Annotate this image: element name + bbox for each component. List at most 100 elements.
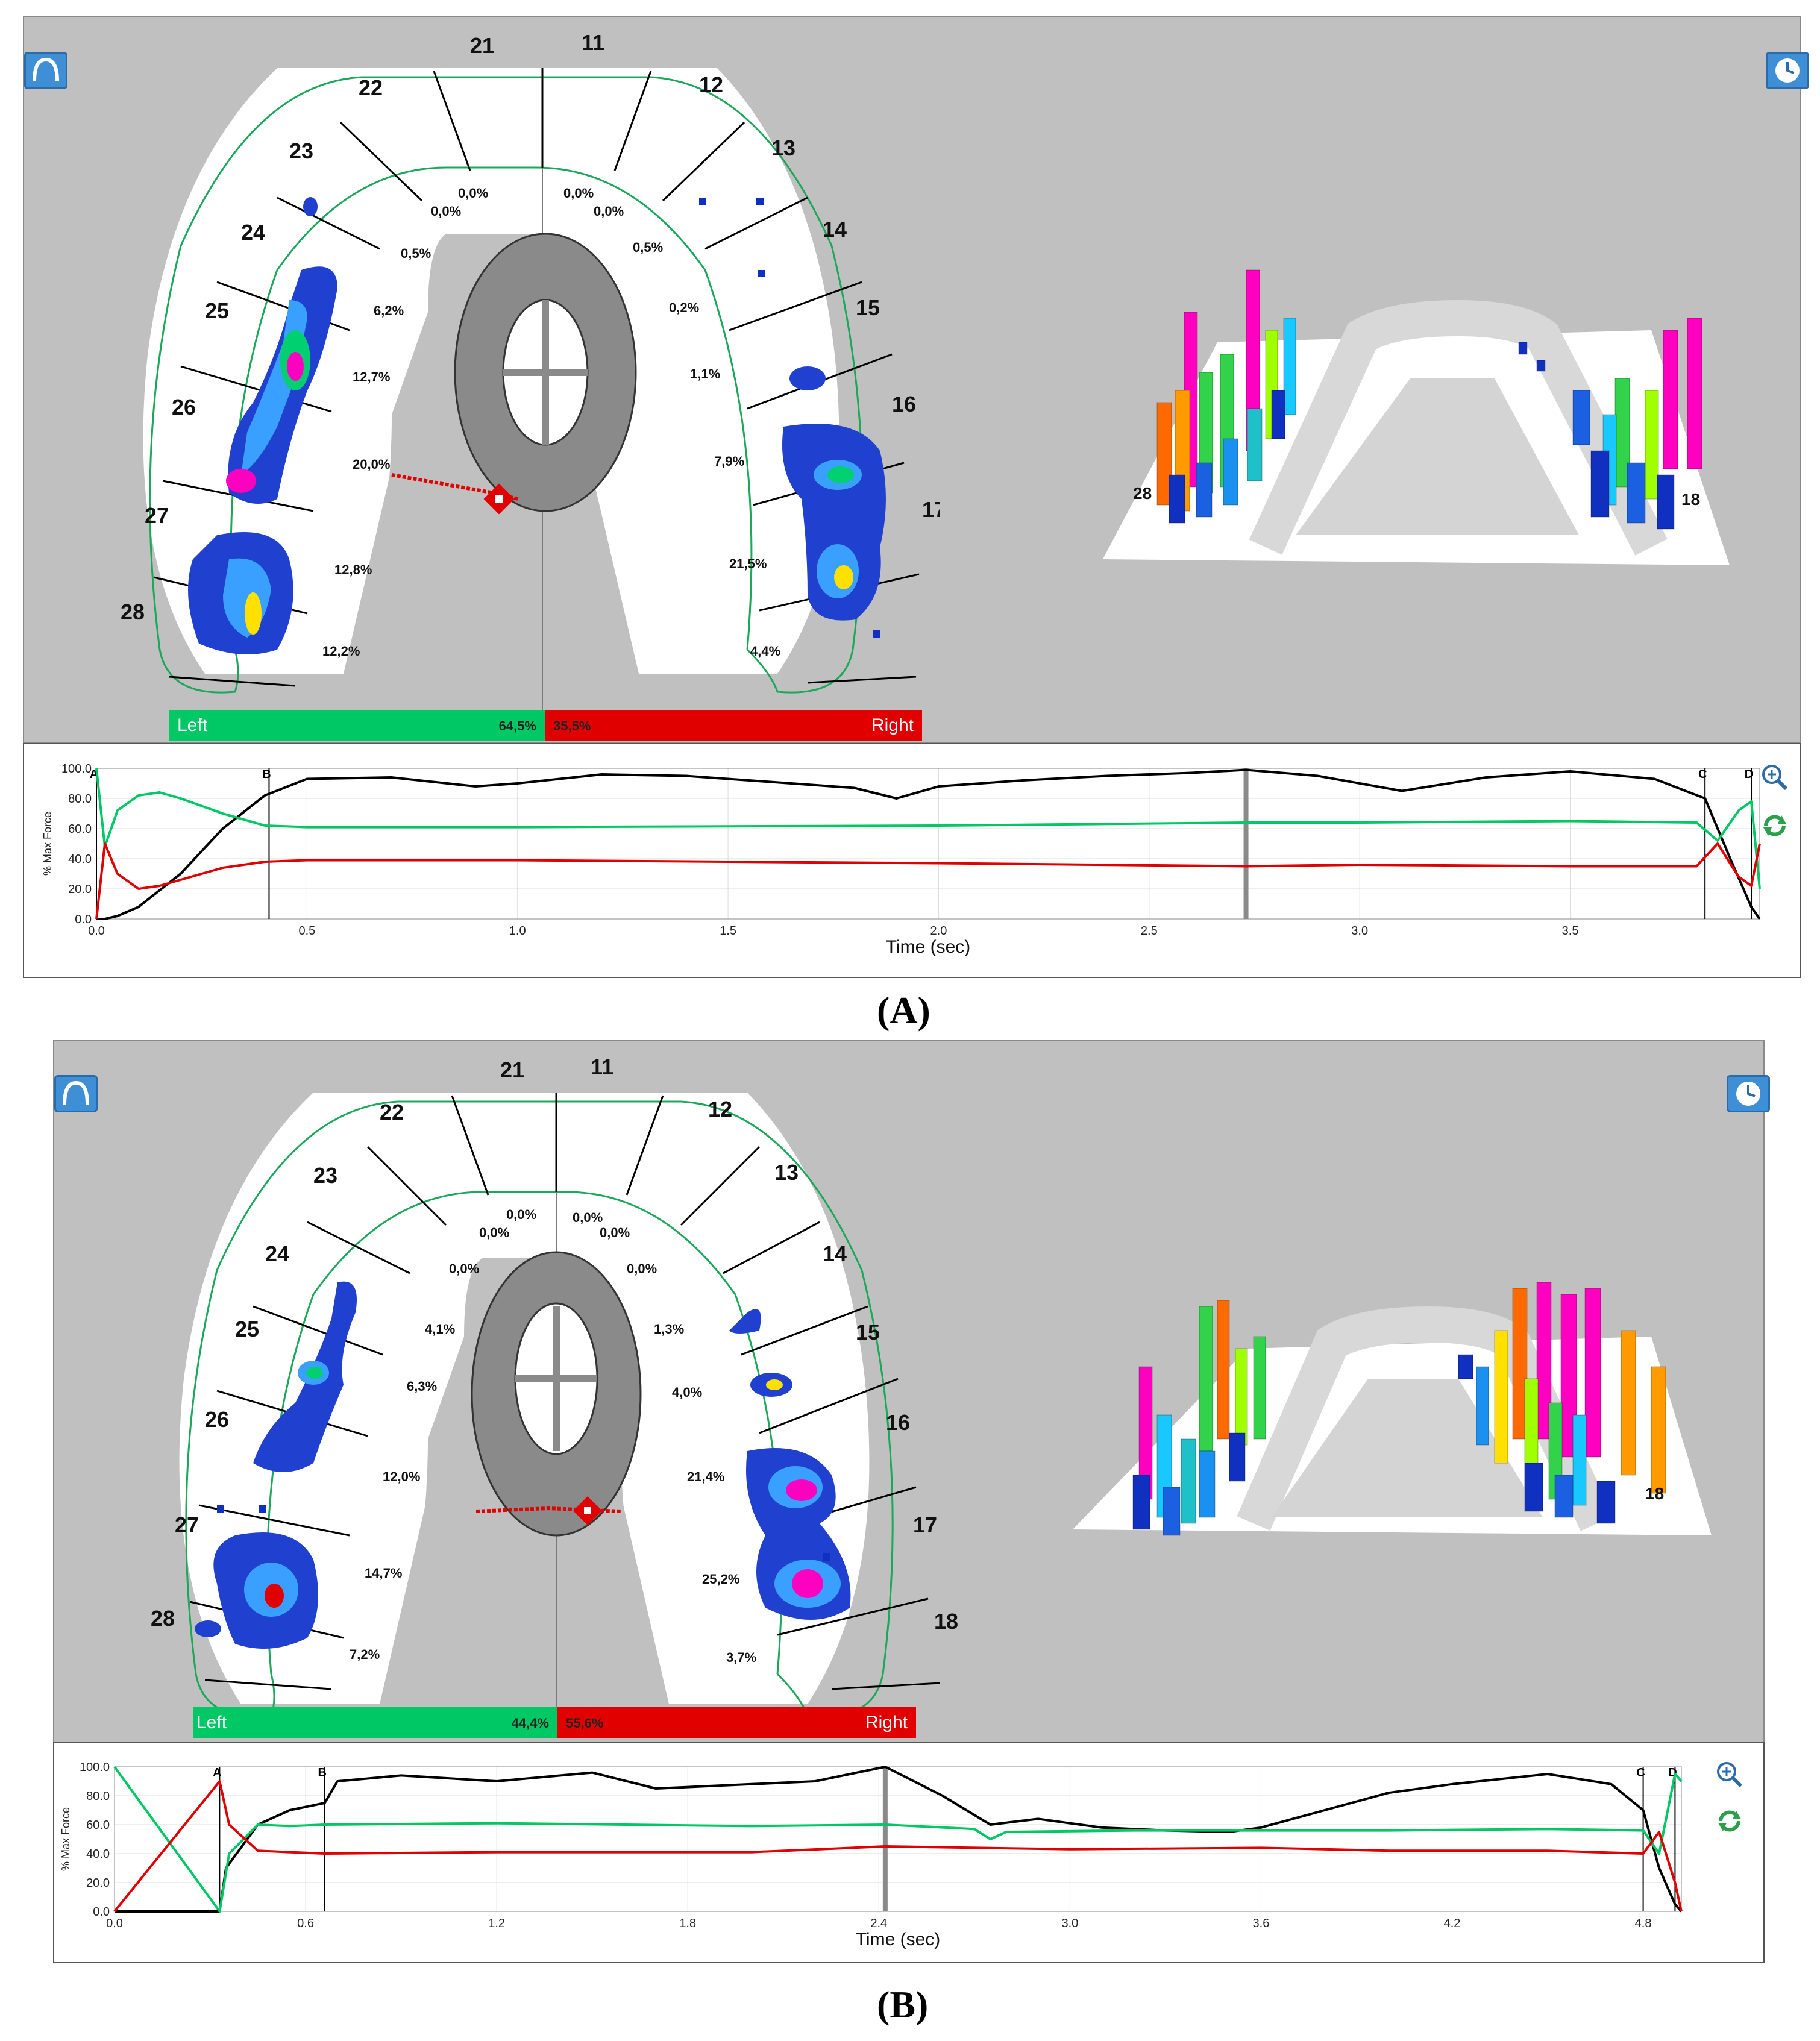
- occlusion-panel-b: 21 11 22 12 23 13 24 14 25 15 26 16 27 1…: [53, 1040, 1770, 1751]
- marker-label-a: A: [213, 1766, 221, 1779]
- left-label: Left: [196, 1713, 227, 1732]
- svg-text:6,3%: 6,3%: [407, 1379, 437, 1394]
- svg-text:6,2%: 6,2%: [374, 303, 404, 318]
- y-tick-label: 0.0: [93, 1905, 110, 1919]
- x-tick-label: 4.2: [1444, 1917, 1461, 1930]
- tooth-17: 17: [913, 1513, 937, 1537]
- svg-text:0,0%: 0,0%: [431, 204, 461, 219]
- tooth-23: 23: [289, 139, 313, 163]
- refresh-icon[interactable]: [1715, 1806, 1745, 1836]
- tooth-21: 21: [470, 33, 494, 58]
- left-label: Left: [177, 715, 208, 735]
- refresh-icon[interactable]: [1760, 810, 1790, 841]
- tooth-23: 23: [313, 1163, 337, 1188]
- left-right-balance-bar: Left 64,5% 35,5% Right: [169, 710, 922, 741]
- tooth-17: 17: [922, 497, 940, 522]
- svg-text:4,4%: 4,4%: [750, 644, 780, 659]
- left-bars: [1132, 1300, 1266, 1536]
- tooth-27: 27: [175, 1513, 199, 1537]
- tooth-18: 18: [934, 1609, 958, 1634]
- 3d-force-bar-view: 18: [1073, 1282, 1712, 1536]
- marker-label-c: C: [1698, 768, 1707, 781]
- zoom-in-icon[interactable]: [1715, 1760, 1745, 1790]
- y-tick-label: 40.0: [68, 853, 92, 866]
- svg-text:28: 28: [1133, 484, 1152, 503]
- svg-text:20,0%: 20,0%: [353, 457, 390, 472]
- y-tick-label: 80.0: [86, 1790, 110, 1803]
- x-tick-label: 1.5: [720, 924, 736, 938]
- svg-text:4,0%: 4,0%: [672, 1385, 702, 1400]
- tooth-14: 14: [823, 1241, 847, 1266]
- tooth-11: 11: [591, 1055, 613, 1079]
- right-label: Right: [871, 715, 914, 735]
- left-pressure-blobs: [195, 1281, 357, 1649]
- zoom-in-icon[interactable]: [1760, 762, 1790, 792]
- x-tick-label: 2.5: [1141, 924, 1158, 938]
- clock-icon[interactable]: [1727, 1075, 1770, 1112]
- tooth-15: 15: [856, 1320, 880, 1344]
- svg-text:18: 18: [1681, 490, 1700, 509]
- svg-text:3,7%: 3,7%: [726, 1650, 756, 1665]
- left-bars: [1156, 269, 1296, 524]
- svg-text:0,0%: 0,0%: [627, 1261, 657, 1276]
- total-force-line: [96, 768, 1761, 920]
- tooth-24: 24: [241, 220, 265, 245]
- total-force-line: [115, 1766, 1683, 1913]
- y-tick-label: 40.0: [86, 1848, 110, 1861]
- marker-label-d: D: [1668, 1766, 1677, 1779]
- tooth-12: 12: [708, 1097, 732, 1121]
- svg-text:0,5%: 0,5%: [633, 240, 663, 255]
- tooth-26: 26: [205, 1407, 229, 1432]
- svg-text:0,2%: 0,2%: [669, 300, 699, 315]
- x-tick-label: 3.0: [1351, 924, 1368, 938]
- left-pressure-blobs: [188, 197, 337, 654]
- right-total: 55,6%: [566, 1716, 604, 1731]
- tooth-14: 14: [823, 217, 847, 242]
- svg-text:0,0%: 0,0%: [458, 186, 488, 201]
- left-total: 64,5%: [498, 718, 536, 733]
- x-tick-label: 1.8: [679, 1917, 696, 1930]
- 3d-force-bar-view: 28 18: [1103, 269, 1730, 565]
- y-tick-label: 80.0: [68, 792, 92, 806]
- tooth-22: 22: [380, 1100, 404, 1124]
- svg-text:4,1%: 4,1%: [425, 1321, 455, 1337]
- x-tick-label: 2.0: [930, 924, 947, 938]
- tooth-26: 26: [172, 395, 196, 419]
- right-bars: [1518, 318, 1702, 530]
- svg-text:12,0%: 12,0%: [383, 1469, 420, 1484]
- tooth-28: 28: [151, 1606, 175, 1631]
- right-pressure-blobs: [729, 1309, 851, 1620]
- left-right-balance-bar: Left 44,4% 55,6% Right: [193, 1707, 916, 1738]
- plot-frame: [114, 1766, 1682, 1912]
- y-tick-label: 100.0: [61, 762, 92, 776]
- marker-label-c: C: [1636, 1766, 1645, 1779]
- clock-icon[interactable]: [1766, 52, 1809, 89]
- tooth-11: 11: [582, 30, 604, 55]
- marker-label-b: B: [262, 768, 271, 781]
- tooth-27: 27: [145, 503, 169, 528]
- x-tick-label: 2.4: [870, 1917, 887, 1930]
- x-tick-label: 3.6: [1253, 1917, 1270, 1930]
- tooth-21: 21: [500, 1058, 524, 1082]
- x-axis-title: Time (sec): [886, 937, 971, 957]
- arch-view-icon[interactable]: [24, 52, 67, 89]
- marker-label-d: D: [1745, 768, 1753, 781]
- tooth-22: 22: [359, 75, 383, 100]
- y-tick-label: 0.0: [75, 913, 92, 926]
- x-tick-label: 3.0: [1061, 1917, 1078, 1930]
- svg-text:12,2%: 12,2%: [322, 644, 360, 659]
- tooth-15: 15: [856, 295, 880, 320]
- left-total: 44,4%: [511, 1716, 549, 1731]
- force-time-chart-b: 100.0 80.0 60.0 40.0 20.0 0.00.0 0.6 1.2 1.8 2.4 3…: [60, 1761, 1683, 1949]
- y-tick-label: 20.0: [68, 883, 92, 896]
- svg-text:12,8%: 12,8%: [334, 562, 372, 577]
- svg-text:1,3%: 1,3%: [654, 1321, 684, 1337]
- arch-view-icon[interactable]: [54, 1075, 98, 1112]
- y-tick-label: 20.0: [86, 1876, 110, 1890]
- y-tick-label: 100.0: [80, 1761, 110, 1774]
- tooth-24: 24: [265, 1241, 289, 1266]
- svg-text:12,7%: 12,7%: [353, 369, 390, 384]
- y-axis-title: % Max Force: [60, 1807, 72, 1871]
- dental-arch-force-map: 21 11 22 12 23 13 24 14 25 15 26 16 27 1…: [121, 30, 940, 710]
- tooth-13: 13: [771, 136, 795, 160]
